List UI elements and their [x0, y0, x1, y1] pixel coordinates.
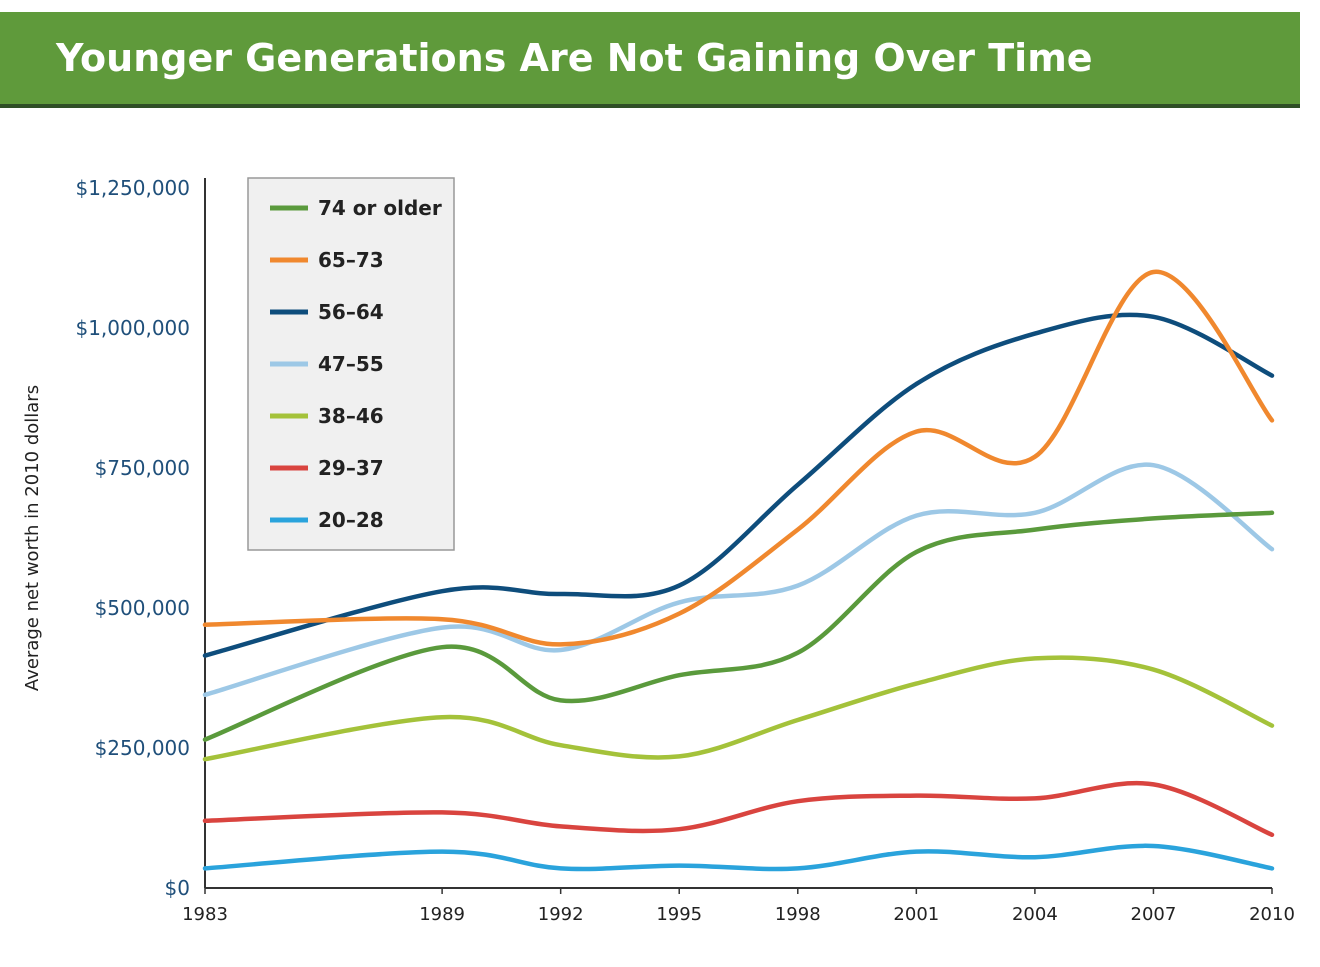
legend-label: 38–46 [318, 404, 384, 428]
series-line-56-64 [202, 312, 1275, 658]
title-banner: Younger Generations Are Not Gaining Over… [0, 12, 1300, 108]
legend-label: 56–64 [318, 300, 384, 324]
legend: 74 or older 65–73 56–64 47–55 38–46 29–37 20–2… [247, 177, 455, 551]
series-line-74-or-older [202, 510, 1275, 742]
x-tick-label: 2010 [1249, 904, 1295, 925]
series-line-38-46 [202, 655, 1275, 762]
x-tick-label: 2004 [1012, 904, 1058, 925]
legend-label: 47–55 [318, 352, 384, 376]
legend-label: 20–28 [318, 508, 384, 532]
x-tick-label: 1992 [538, 904, 584, 925]
series-line-29-37 [202, 780, 1275, 838]
x-tick-label: 1998 [775, 904, 821, 925]
legend-label: 65–73 [318, 248, 384, 272]
axes: $0 $250,000 $500,000 $750,000 $1,000,000 $1,2… [22, 176, 1295, 925]
y-tick-label: $250,000 [95, 736, 190, 760]
x-tick-label: 1989 [419, 904, 465, 925]
legend-label: 29–37 [318, 456, 384, 480]
y-tick-label: $1,250,000 [75, 176, 190, 200]
x-tick-label: 2007 [1131, 904, 1177, 925]
y-axis-label: Average net worth in 2010 dollars [22, 385, 43, 691]
y-tick-label: $500,000 [95, 596, 190, 620]
x-tick-label: 1983 [182, 904, 228, 925]
y-tick-label: $750,000 [95, 456, 190, 480]
chart-title: Younger Generations Are Not Gaining Over… [56, 36, 1093, 80]
x-tick-label: 2001 [893, 904, 939, 925]
series-line-47-55 [202, 462, 1275, 698]
x-tick-label: 1995 [656, 904, 702, 925]
series-lines [202, 269, 1275, 872]
y-tick-label: $0 [165, 876, 190, 900]
legend-label: 74 or older [318, 196, 442, 220]
series-line-65-73 [202, 269, 1275, 647]
y-tick-label: $1,000,000 [75, 316, 190, 340]
series-line-20-28 [202, 843, 1275, 872]
